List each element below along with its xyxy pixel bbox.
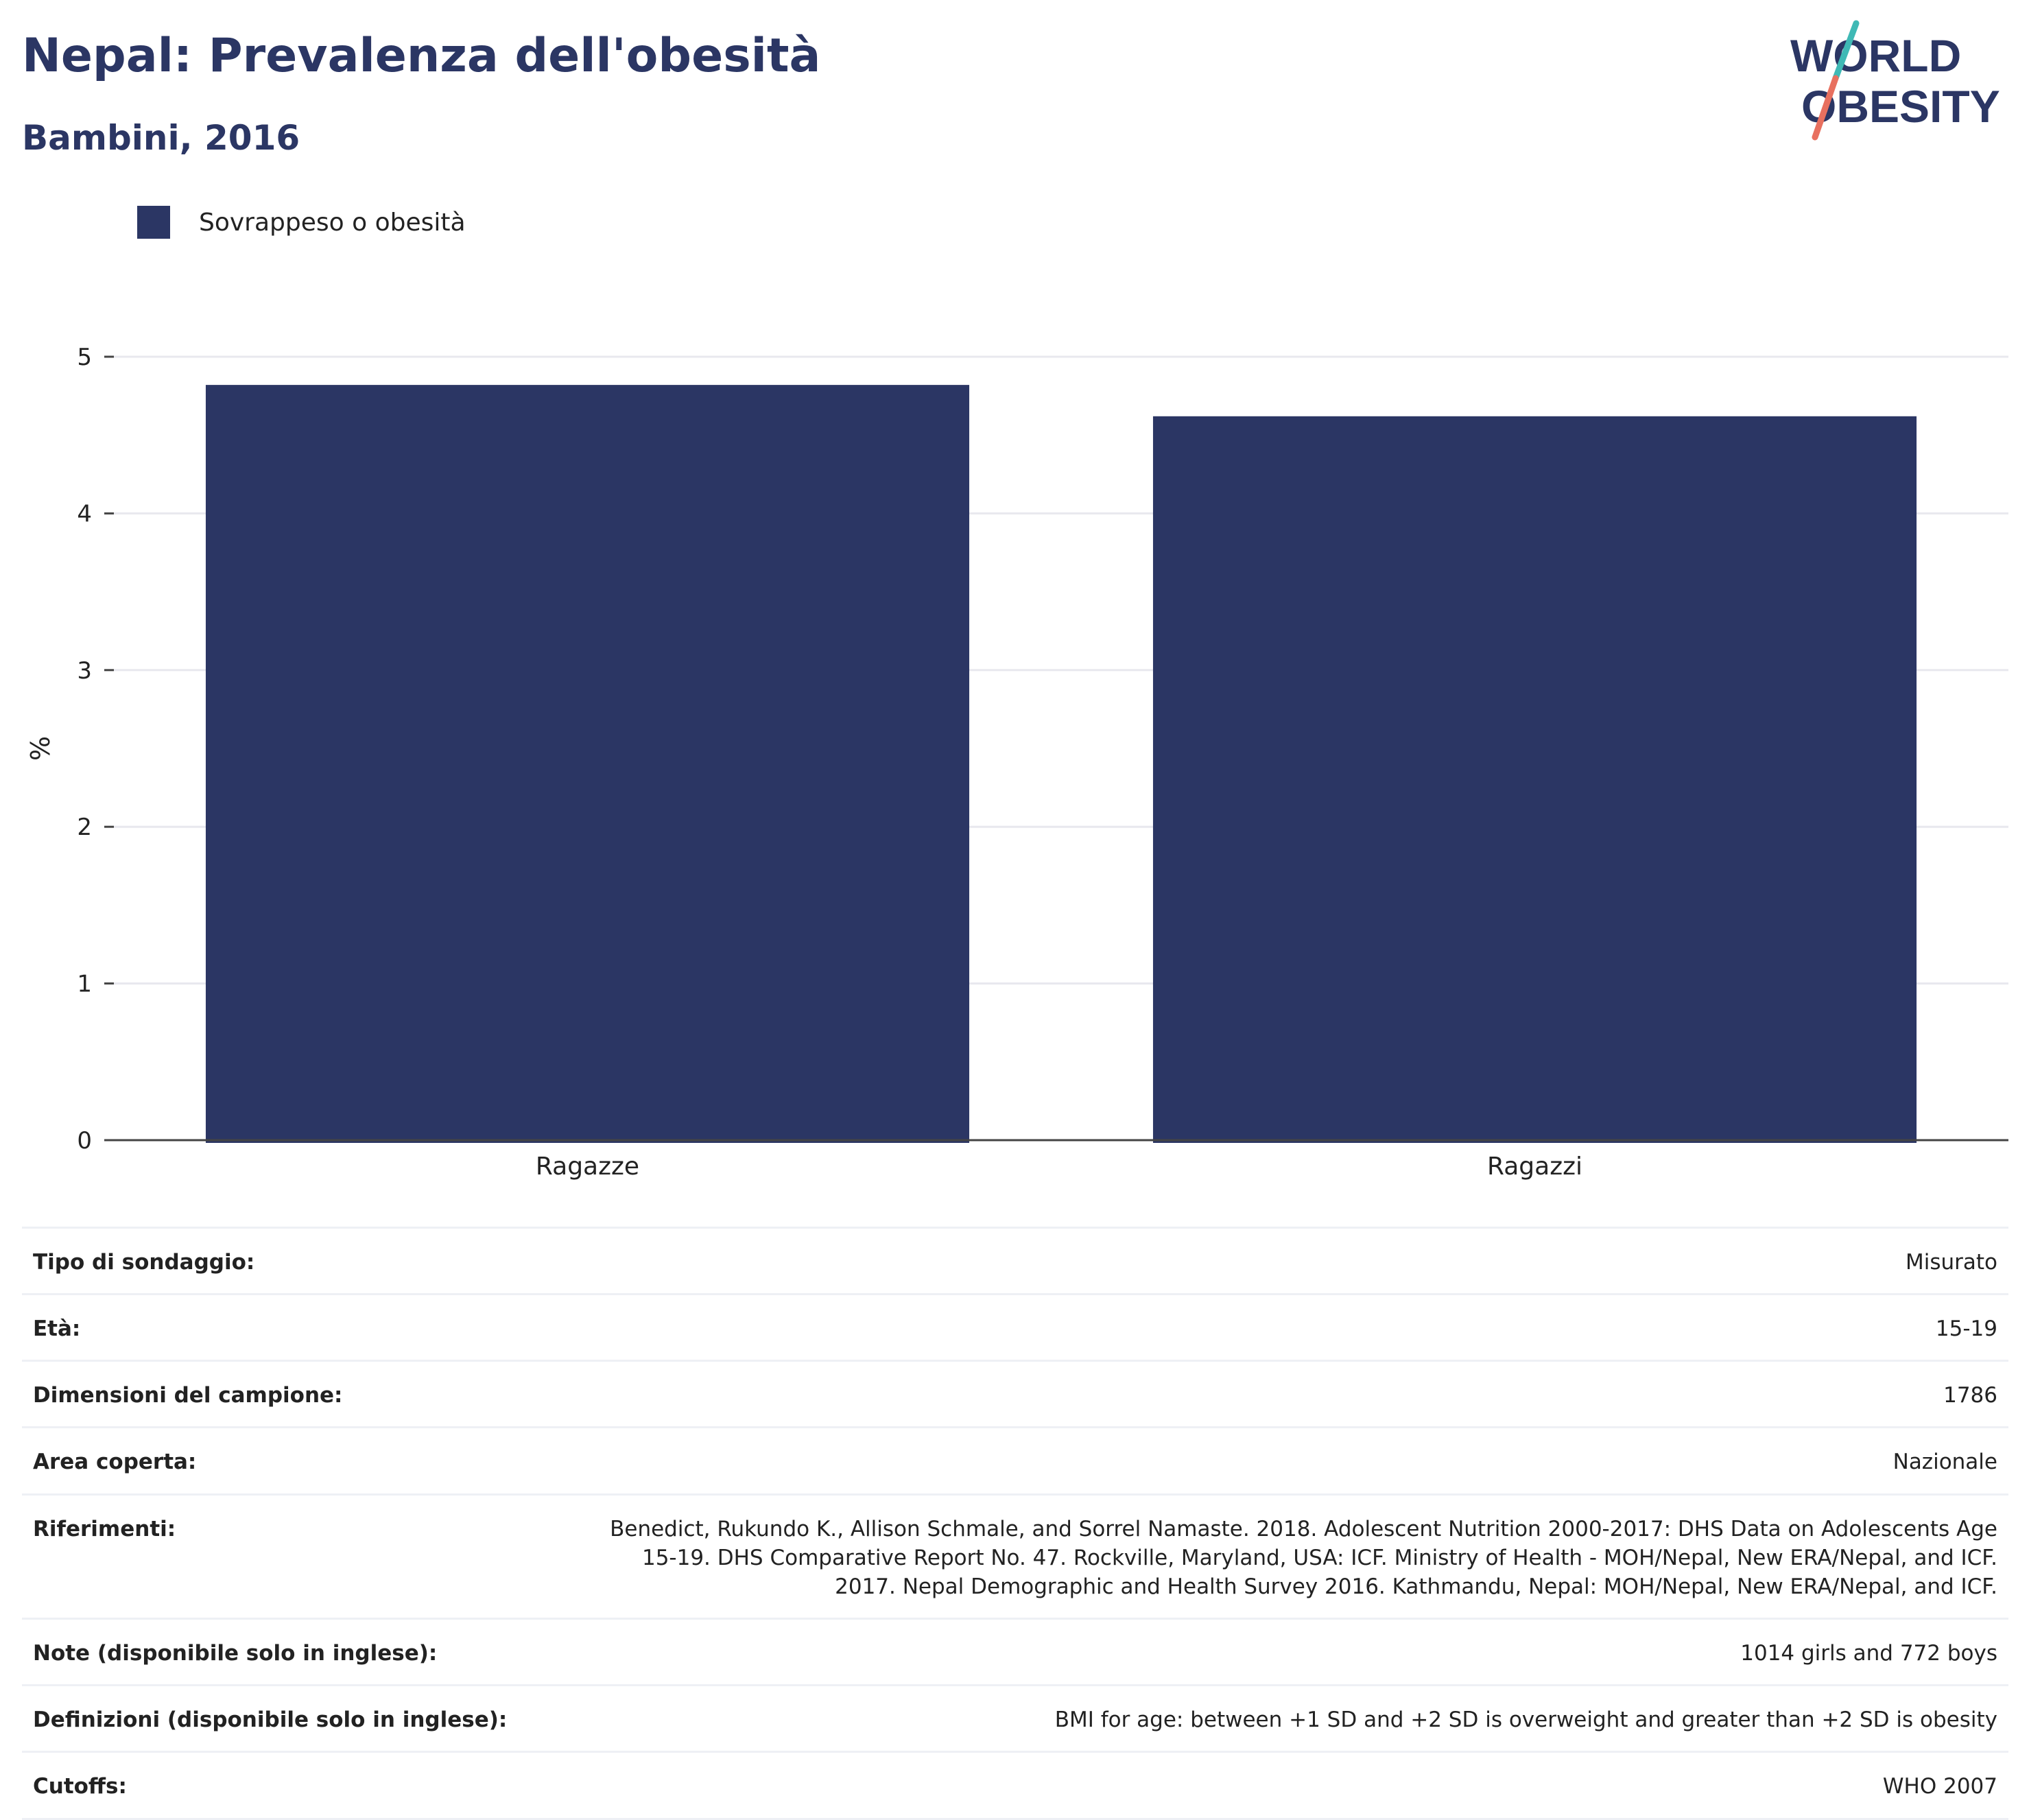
logo-word-1: WORLD bbox=[1790, 30, 1961, 81]
page-title: Nepal: Prevalenza dell'obesità bbox=[22, 29, 821, 83]
info-key: Area coperta: bbox=[22, 1426, 565, 1495]
info-value: Nazionale bbox=[565, 1426, 2008, 1495]
bar-chart: 0 1 2 3 4 5% Ragazze Ragazzi bbox=[25, 344, 2008, 1181]
logo-slash-coral bbox=[1812, 75, 1839, 141]
info-row: Età: 15-19 bbox=[22, 1293, 2008, 1361]
legend-swatch bbox=[137, 206, 170, 239]
chart-legend: Sovrappeso o obesità bbox=[137, 206, 466, 239]
x-tick-label: Ragazzi bbox=[1487, 1153, 1582, 1181]
info-value: 15-19 bbox=[565, 1293, 2008, 1361]
y-tick-label: 0 bbox=[77, 1127, 92, 1155]
info-row: Area coperta: Nazionale bbox=[22, 1426, 2008, 1495]
info-row: Riferimenti: Benedict, Rukundo K., Alliso… bbox=[22, 1493, 2008, 1619]
info-key: Età: bbox=[22, 1293, 565, 1361]
y-tick-label: 1 bbox=[77, 971, 92, 998]
info-key: Note (disponibile solo in inglese): bbox=[22, 1618, 565, 1686]
info-key: Cutoffs: bbox=[22, 1751, 565, 1820]
info-value: BMI for age: between +1 SD and +2 SD is … bbox=[565, 1684, 2008, 1752]
bar bbox=[205, 385, 970, 1143]
bar bbox=[1152, 416, 1917, 1143]
info-key: Riferimenti: bbox=[22, 1493, 565, 1619]
y-tick-label: 5 bbox=[77, 344, 92, 371]
info-row: Cutoffs: WHO 2007 bbox=[22, 1751, 2008, 1820]
info-value: Benedict, Rukundo K., Allison Schmale, a… bbox=[565, 1493, 2008, 1619]
world-obesity-logo: WORLD OBESITY bbox=[1790, 20, 2000, 141]
info-row: Tipo di sondaggio: Misurato bbox=[22, 1226, 2008, 1295]
info-key: Tipo di sondaggio: bbox=[22, 1226, 565, 1295]
y-axis-label: % bbox=[25, 736, 56, 761]
y-tick-label: 3 bbox=[77, 657, 92, 685]
survey-info-table: Tipo di sondaggio: Misurato Età: 15-19 Dimen… bbox=[22, 1226, 2008, 1820]
info-row: Definizioni (disponibile solo in inglese… bbox=[22, 1684, 2008, 1752]
info-key: Dimensioni del campione: bbox=[22, 1360, 565, 1428]
info-value: Misurato bbox=[565, 1226, 2008, 1295]
y-tick-label: 2 bbox=[77, 814, 92, 841]
legend-label: Sovrappeso o obesità bbox=[199, 208, 466, 237]
info-value: WHO 2007 bbox=[565, 1751, 2008, 1820]
x-tick-label: Ragazze bbox=[536, 1153, 639, 1181]
info-value: 1786 bbox=[565, 1360, 2008, 1428]
logo-slash-teal bbox=[1832, 20, 1860, 82]
y-tick-label: 4 bbox=[77, 500, 92, 528]
info-row: Note (disponibile solo in inglese): 1014 … bbox=[22, 1618, 2008, 1686]
info-row: Dimensioni del campione: 1786 bbox=[22, 1360, 2008, 1428]
info-value: 1014 girls and 772 boys bbox=[565, 1618, 2008, 1686]
info-key: Definizioni (disponibile solo in inglese… bbox=[22, 1684, 565, 1752]
page-subtitle: Bambini, 2016 bbox=[22, 118, 300, 158]
